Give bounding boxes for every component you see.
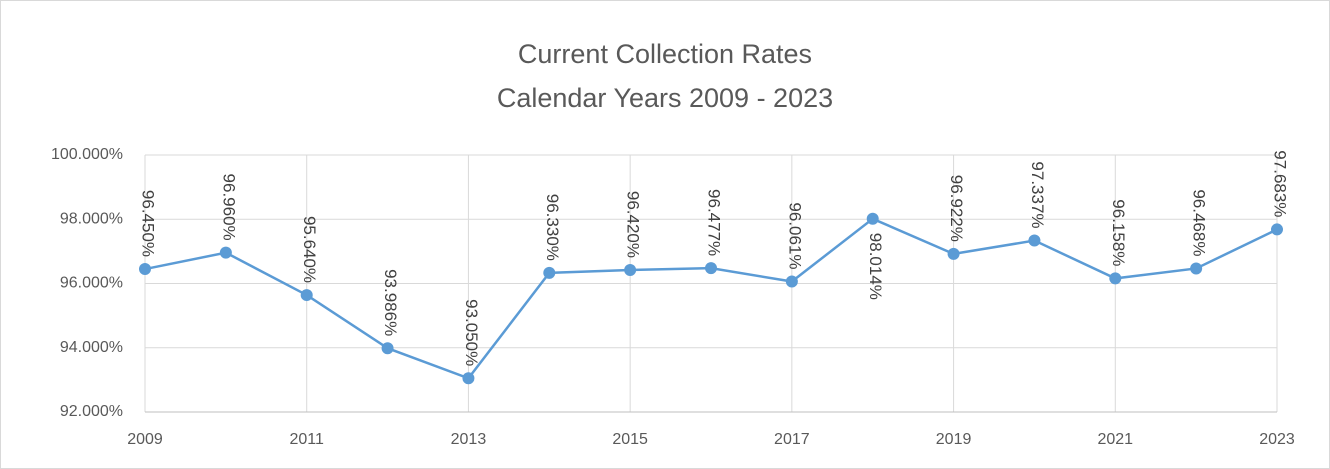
- marker: [139, 263, 151, 276]
- marker: [866, 212, 879, 225]
- data-label: 93.986%: [381, 269, 400, 336]
- x-tick-label: 2013: [451, 431, 487, 448]
- marker: [543, 266, 556, 279]
- y-tick-label: 98.000%: [60, 210, 123, 227]
- x-tick-label: 2021: [1097, 431, 1133, 448]
- marker: [1109, 272, 1122, 285]
- data-label: 96.158%: [1109, 199, 1128, 266]
- data-label: 96.450%: [139, 190, 158, 257]
- data-label: 96.960%: [219, 174, 238, 241]
- y-tick-label: 96.000%: [60, 275, 123, 292]
- x-tick-label: 2015: [612, 431, 648, 448]
- data-label: 96.330%: [543, 194, 562, 261]
- data-label: 97.683%: [1271, 150, 1290, 217]
- y-tick-label: 100.000%: [51, 146, 123, 163]
- marker: [1190, 262, 1203, 275]
- data-label: 95.640%: [300, 216, 319, 283]
- data-label: 96.468%: [1190, 189, 1209, 256]
- marker: [300, 289, 313, 302]
- chart-subtitle: Calendar Years 2009 - 2023: [497, 83, 833, 113]
- marker: [785, 275, 798, 288]
- data-label: 98.014%: [866, 233, 885, 300]
- y-tick-label: 94.000%: [60, 339, 123, 356]
- data-label: 96.477%: [705, 189, 724, 256]
- data-label: 93.050%: [462, 299, 481, 366]
- marker: [624, 264, 637, 277]
- x-tick-label: 2009: [127, 431, 163, 448]
- x-tick-label: 2011: [290, 431, 325, 448]
- y-tick-label: 92.000%: [60, 403, 123, 420]
- x-tick-label: 2019: [936, 431, 972, 448]
- marker: [1271, 223, 1283, 236]
- x-tick-label: 2017: [774, 431, 810, 448]
- marker: [1028, 234, 1041, 247]
- data-label: 97.337%: [1028, 161, 1047, 228]
- x-tick-label: 2023: [1259, 431, 1295, 448]
- data-label: 96.922%: [947, 175, 966, 242]
- marker: [381, 342, 394, 355]
- data-label: 96.061%: [785, 202, 804, 269]
- marker: [462, 372, 475, 385]
- marker: [705, 262, 717, 275]
- data-label: 96.420%: [624, 191, 643, 258]
- marker: [219, 246, 232, 259]
- marker: [947, 247, 960, 260]
- chart-title: Current Collection Rates: [518, 39, 812, 69]
